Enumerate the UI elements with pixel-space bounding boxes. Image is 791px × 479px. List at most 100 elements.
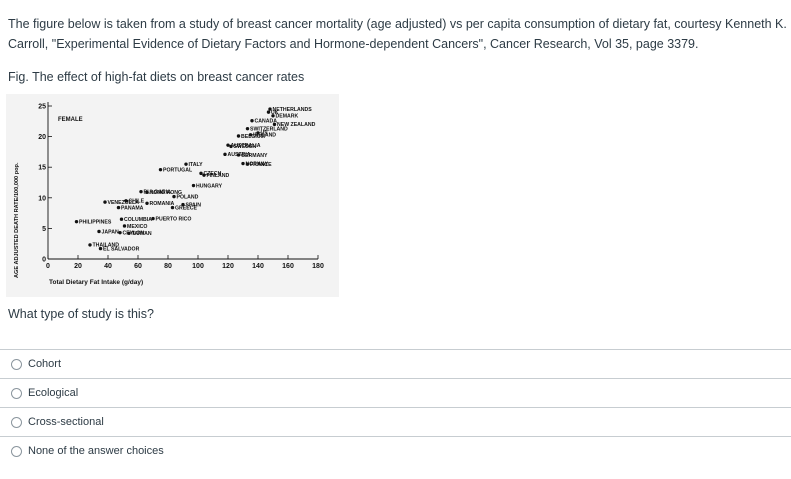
x-tick-label: 0 xyxy=(46,263,50,270)
data-point-label: MEXICO xyxy=(127,224,147,230)
data-point xyxy=(139,189,143,194)
data-point xyxy=(181,202,185,207)
data-point xyxy=(248,133,253,137)
divider xyxy=(0,407,791,408)
intro-text: The figure below is taken from a study o… xyxy=(8,17,787,51)
answer-label: Cross-sectional xyxy=(28,416,104,428)
answer-option-cohort[interactable]: Cohort xyxy=(0,350,791,378)
data-point xyxy=(245,126,250,131)
data-point xyxy=(145,201,149,206)
data-point xyxy=(223,152,227,157)
data-point-label: SWEDEN xyxy=(234,144,257,150)
data-point-label: VENEZUELA xyxy=(108,200,140,206)
panel-label: FEMALE xyxy=(58,117,83,123)
data-point-label: TAIWAN xyxy=(132,231,152,237)
data-point-label: DEMARK xyxy=(276,114,299,120)
data-point xyxy=(145,190,149,194)
answer-option-ecological[interactable]: Ecological xyxy=(0,379,791,407)
figure-caption: Fig. The effect of high-fat diets on bre… xyxy=(8,70,305,84)
x-tick-label: 180 xyxy=(312,263,324,270)
data-point-label: CHILE xyxy=(129,199,145,205)
data-point xyxy=(74,219,79,224)
data-point xyxy=(88,243,92,247)
data-point-label: BULGARIA xyxy=(144,189,172,195)
y-tick-label: 20 xyxy=(38,134,46,141)
data-point-label: CANADA xyxy=(255,118,278,124)
data-point-label: PHILIPPINES xyxy=(79,219,112,225)
answer-label: Cohort xyxy=(28,358,62,370)
chart-axes xyxy=(47,102,318,260)
x-tick-label: 100 xyxy=(192,263,204,270)
data-point xyxy=(191,183,196,188)
data-point-label: AUSTRALIA xyxy=(231,143,261,149)
answer-option-cross-sectional[interactable]: Cross-sectional xyxy=(0,408,791,436)
data-point xyxy=(124,199,128,203)
data-point-label: BELGIUM xyxy=(241,134,265,140)
data-point xyxy=(97,229,101,234)
data-point-label: NETHERLANDS xyxy=(273,107,313,113)
data-point xyxy=(241,161,245,166)
x-tick-label: 40 xyxy=(104,263,112,270)
radio-button[interactable] xyxy=(11,387,22,399)
data-point-label: THAILAND xyxy=(93,243,120,249)
data-point xyxy=(268,107,272,111)
data-point xyxy=(103,200,107,204)
answer-label: None of the answer choices xyxy=(28,445,164,457)
data-point xyxy=(172,194,176,199)
data-point-label: PUERTO RICO xyxy=(156,216,192,222)
data-point-label: JAPAN xyxy=(102,229,119,235)
data-point-label: SPAIN xyxy=(186,202,202,208)
data-point xyxy=(118,230,122,235)
data-point xyxy=(250,118,254,123)
y-tick-label: 10 xyxy=(38,195,46,202)
data-point-label: GREECE xyxy=(175,205,197,211)
data-point-label: COLUMBIA xyxy=(124,217,152,223)
divider xyxy=(0,378,791,379)
x-tick-label: 60 xyxy=(134,263,142,270)
data-point xyxy=(266,110,271,114)
data-point xyxy=(271,114,275,118)
data-point-label: CEYLON xyxy=(123,230,145,236)
data-point xyxy=(119,217,124,221)
data-point xyxy=(236,153,241,157)
y-tick-label: 5 xyxy=(42,226,46,233)
data-point xyxy=(236,134,241,138)
data-point-label: HONG KONG xyxy=(150,190,183,196)
data-point xyxy=(116,205,121,210)
data-point xyxy=(226,143,230,147)
radio-button[interactable] xyxy=(11,416,22,428)
data-point xyxy=(202,173,206,177)
data-point-label: ITALY xyxy=(189,162,204,168)
data-point-label: IRELAND xyxy=(253,133,276,139)
x-tick-label: 80 xyxy=(164,263,172,270)
radio-button[interactable] xyxy=(11,445,22,457)
data-point xyxy=(245,162,250,166)
data-point-label: ROMANIA xyxy=(150,201,175,207)
scatter-figure: 0 5 10 15 20 25 0 20 40 60 80 100 120 140 160 180 NETHE… xyxy=(6,94,339,297)
data-point-label: SWITZERLAND xyxy=(250,126,288,132)
data-point-label: PANAMA xyxy=(121,205,144,211)
divider-top xyxy=(0,349,791,350)
answer-option-none[interactable]: None of the answer choices xyxy=(0,437,791,465)
y-tick-label: 25 xyxy=(38,104,46,111)
y-axis-label: AGE ADJUSTED DEATH RATE/100,000 pop. xyxy=(14,162,20,278)
data-point-label: HUNGARY xyxy=(196,183,223,189)
data-point xyxy=(229,144,233,149)
data-point xyxy=(272,122,277,127)
answer-label: Ecological xyxy=(28,387,79,399)
scatter-chart: 0 5 10 15 20 25 0 20 40 60 80 100 120 140 160 180 NETHE… xyxy=(14,102,324,286)
question-text: What type of study is this? xyxy=(8,307,154,321)
x-tick-label: 20 xyxy=(74,263,82,270)
data-point-label: FINLAND xyxy=(207,173,230,179)
data-point-label: US xyxy=(261,131,269,137)
radio-button[interactable] xyxy=(11,358,22,370)
data-point-label: FRANCE xyxy=(250,162,272,168)
data-point-label: GERMANY xyxy=(241,153,268,159)
data-point-label: EL SALVADOR xyxy=(103,246,140,252)
data-point-label: CZECH xyxy=(204,171,222,177)
data-point xyxy=(122,224,127,228)
data-point xyxy=(158,167,163,172)
data-point xyxy=(199,171,203,176)
y-tick-label: 15 xyxy=(38,165,46,172)
